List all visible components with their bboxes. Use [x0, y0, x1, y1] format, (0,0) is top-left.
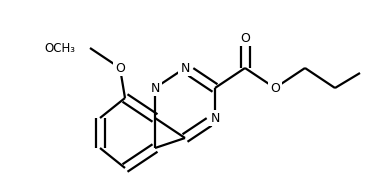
Text: OCH₃: OCH₃: [44, 42, 75, 54]
Text: N: N: [150, 82, 160, 94]
Text: OCH₃: OCH₃: [44, 42, 75, 54]
Text: O: O: [240, 32, 250, 44]
Text: O: O: [270, 82, 280, 94]
Text: N: N: [180, 62, 190, 74]
Text: O: O: [115, 62, 125, 74]
Text: N: N: [210, 112, 220, 124]
